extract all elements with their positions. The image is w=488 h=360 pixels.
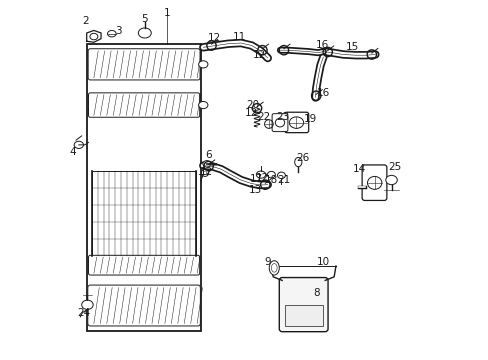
FancyBboxPatch shape bbox=[271, 114, 287, 132]
Text: 21: 21 bbox=[277, 175, 290, 185]
FancyBboxPatch shape bbox=[88, 49, 200, 80]
FancyBboxPatch shape bbox=[88, 93, 199, 117]
Text: 16: 16 bbox=[315, 40, 328, 50]
Text: 6: 6 bbox=[205, 150, 211, 160]
Text: 22: 22 bbox=[257, 112, 270, 122]
Ellipse shape bbox=[138, 28, 151, 38]
Text: 2: 2 bbox=[82, 17, 89, 27]
FancyBboxPatch shape bbox=[88, 255, 199, 275]
Ellipse shape bbox=[294, 157, 301, 167]
Text: 5: 5 bbox=[141, 14, 148, 24]
FancyBboxPatch shape bbox=[88, 285, 200, 326]
Text: 12: 12 bbox=[255, 173, 268, 183]
Text: 23: 23 bbox=[275, 112, 288, 122]
Text: 11: 11 bbox=[232, 32, 245, 41]
Ellipse shape bbox=[198, 102, 207, 109]
Text: 19: 19 bbox=[304, 114, 317, 124]
Text: 26: 26 bbox=[295, 153, 308, 163]
Text: 4: 4 bbox=[70, 147, 76, 157]
FancyBboxPatch shape bbox=[362, 165, 386, 201]
Ellipse shape bbox=[271, 264, 277, 272]
Ellipse shape bbox=[81, 300, 93, 310]
Text: 25: 25 bbox=[387, 162, 401, 172]
Ellipse shape bbox=[256, 171, 265, 178]
Text: 7: 7 bbox=[197, 174, 203, 184]
Circle shape bbox=[203, 171, 206, 175]
Text: 13: 13 bbox=[248, 185, 262, 195]
FancyBboxPatch shape bbox=[279, 278, 327, 332]
Text: 16: 16 bbox=[316, 88, 329, 98]
Bar bbox=[86, 44, 201, 330]
Text: 12: 12 bbox=[199, 167, 212, 177]
Text: 24: 24 bbox=[78, 308, 91, 318]
Text: 14: 14 bbox=[352, 164, 365, 174]
Ellipse shape bbox=[198, 61, 207, 68]
Ellipse shape bbox=[385, 175, 396, 185]
Ellipse shape bbox=[90, 33, 98, 40]
Ellipse shape bbox=[269, 261, 279, 275]
Ellipse shape bbox=[277, 172, 285, 179]
Text: 17: 17 bbox=[249, 174, 263, 184]
Ellipse shape bbox=[74, 141, 83, 148]
Ellipse shape bbox=[367, 176, 381, 189]
Bar bbox=[284, 305, 322, 326]
Text: 8: 8 bbox=[312, 288, 319, 298]
Ellipse shape bbox=[289, 117, 303, 129]
Text: 12: 12 bbox=[244, 108, 258, 118]
Text: 18: 18 bbox=[264, 175, 278, 185]
Text: 10: 10 bbox=[316, 257, 329, 267]
Text: 12: 12 bbox=[252, 50, 265, 60]
Ellipse shape bbox=[267, 171, 275, 178]
Text: 12: 12 bbox=[207, 33, 220, 43]
Text: 15: 15 bbox=[345, 42, 358, 52]
Bar bbox=[92, 171, 196, 256]
Text: 9: 9 bbox=[264, 257, 271, 267]
FancyBboxPatch shape bbox=[284, 112, 308, 133]
Ellipse shape bbox=[275, 118, 284, 127]
Text: 1: 1 bbox=[164, 8, 170, 18]
Text: 20: 20 bbox=[245, 100, 259, 110]
Ellipse shape bbox=[203, 161, 210, 167]
Text: 3: 3 bbox=[115, 26, 122, 36]
Ellipse shape bbox=[107, 31, 116, 37]
